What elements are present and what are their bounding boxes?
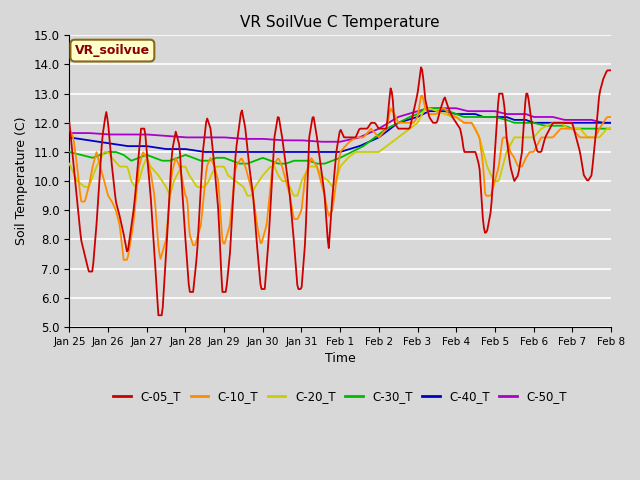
C-20_T	[327, 182, 335, 188]
C-05_T	[327, 214, 335, 220]
C-40_T	[324, 149, 332, 155]
Line: C-05_T: C-05_T	[69, 67, 611, 315]
C-40_T	[607, 120, 615, 126]
C-40_T	[511, 117, 519, 123]
Line: C-30_T: C-30_T	[69, 108, 611, 164]
C-50_T	[511, 111, 519, 117]
C-20_T	[389, 139, 397, 144]
C-05_T	[607, 68, 615, 73]
C-30_T	[607, 126, 615, 132]
C-10_T	[327, 210, 335, 216]
C-10_T	[324, 209, 332, 215]
Title: VR SoilVue C Temperature: VR SoilVue C Temperature	[241, 15, 440, 30]
C-05_T	[360, 126, 367, 132]
C-50_T	[360, 132, 367, 138]
C-40_T	[65, 134, 73, 140]
C-50_T	[324, 139, 332, 144]
C-50_T	[65, 130, 73, 136]
C-10_T	[511, 157, 519, 163]
C-30_T	[511, 120, 519, 126]
C-20_T	[511, 134, 519, 140]
C-05_T	[65, 120, 73, 126]
C-40_T	[426, 108, 433, 114]
C-40_T	[201, 149, 209, 155]
C-05_T	[154, 312, 162, 318]
C-50_T	[389, 117, 397, 123]
C-10_T	[607, 114, 615, 120]
C-50_T	[607, 120, 615, 126]
C-20_T	[607, 126, 615, 132]
C-10_T	[120, 257, 127, 263]
C-30_T	[596, 126, 604, 132]
C-20_T	[324, 178, 332, 183]
C-40_T	[360, 142, 367, 147]
C-20_T	[596, 133, 604, 139]
Line: C-50_T: C-50_T	[69, 108, 611, 142]
C-30_T	[236, 161, 244, 167]
C-20_T	[422, 105, 429, 111]
C-40_T	[596, 120, 604, 126]
Text: VR_soilvue: VR_soilvue	[75, 44, 150, 57]
Line: C-10_T: C-10_T	[69, 96, 611, 260]
C-10_T	[65, 126, 73, 132]
Legend: C-05_T, C-10_T, C-20_T, C-30_T, C-40_T, C-50_T: C-05_T, C-10_T, C-20_T, C-30_T, C-40_T, …	[109, 385, 572, 408]
C-30_T	[360, 143, 367, 149]
C-10_T	[389, 109, 397, 115]
C-30_T	[422, 105, 429, 111]
C-30_T	[65, 149, 73, 155]
C-10_T	[419, 93, 426, 99]
C-05_T	[324, 236, 332, 242]
C-50_T	[426, 105, 433, 111]
C-40_T	[327, 149, 335, 155]
C-10_T	[596, 125, 604, 131]
C-05_T	[511, 177, 519, 182]
C-50_T	[596, 119, 604, 125]
Line: C-20_T: C-20_T	[69, 108, 611, 196]
C-10_T	[360, 134, 367, 140]
Y-axis label: Soil Temperature (C): Soil Temperature (C)	[15, 117, 28, 245]
C-40_T	[389, 124, 397, 130]
C-30_T	[389, 122, 397, 128]
C-20_T	[360, 149, 367, 155]
C-05_T	[596, 88, 604, 94]
C-20_T	[65, 161, 73, 167]
C-05_T	[417, 64, 425, 70]
C-20_T	[244, 193, 252, 199]
C-30_T	[324, 160, 332, 166]
C-05_T	[389, 97, 397, 103]
Line: C-40_T: C-40_T	[69, 111, 611, 152]
X-axis label: Time: Time	[324, 352, 356, 365]
C-30_T	[327, 158, 335, 164]
C-50_T	[317, 139, 325, 144]
C-50_T	[327, 139, 335, 144]
